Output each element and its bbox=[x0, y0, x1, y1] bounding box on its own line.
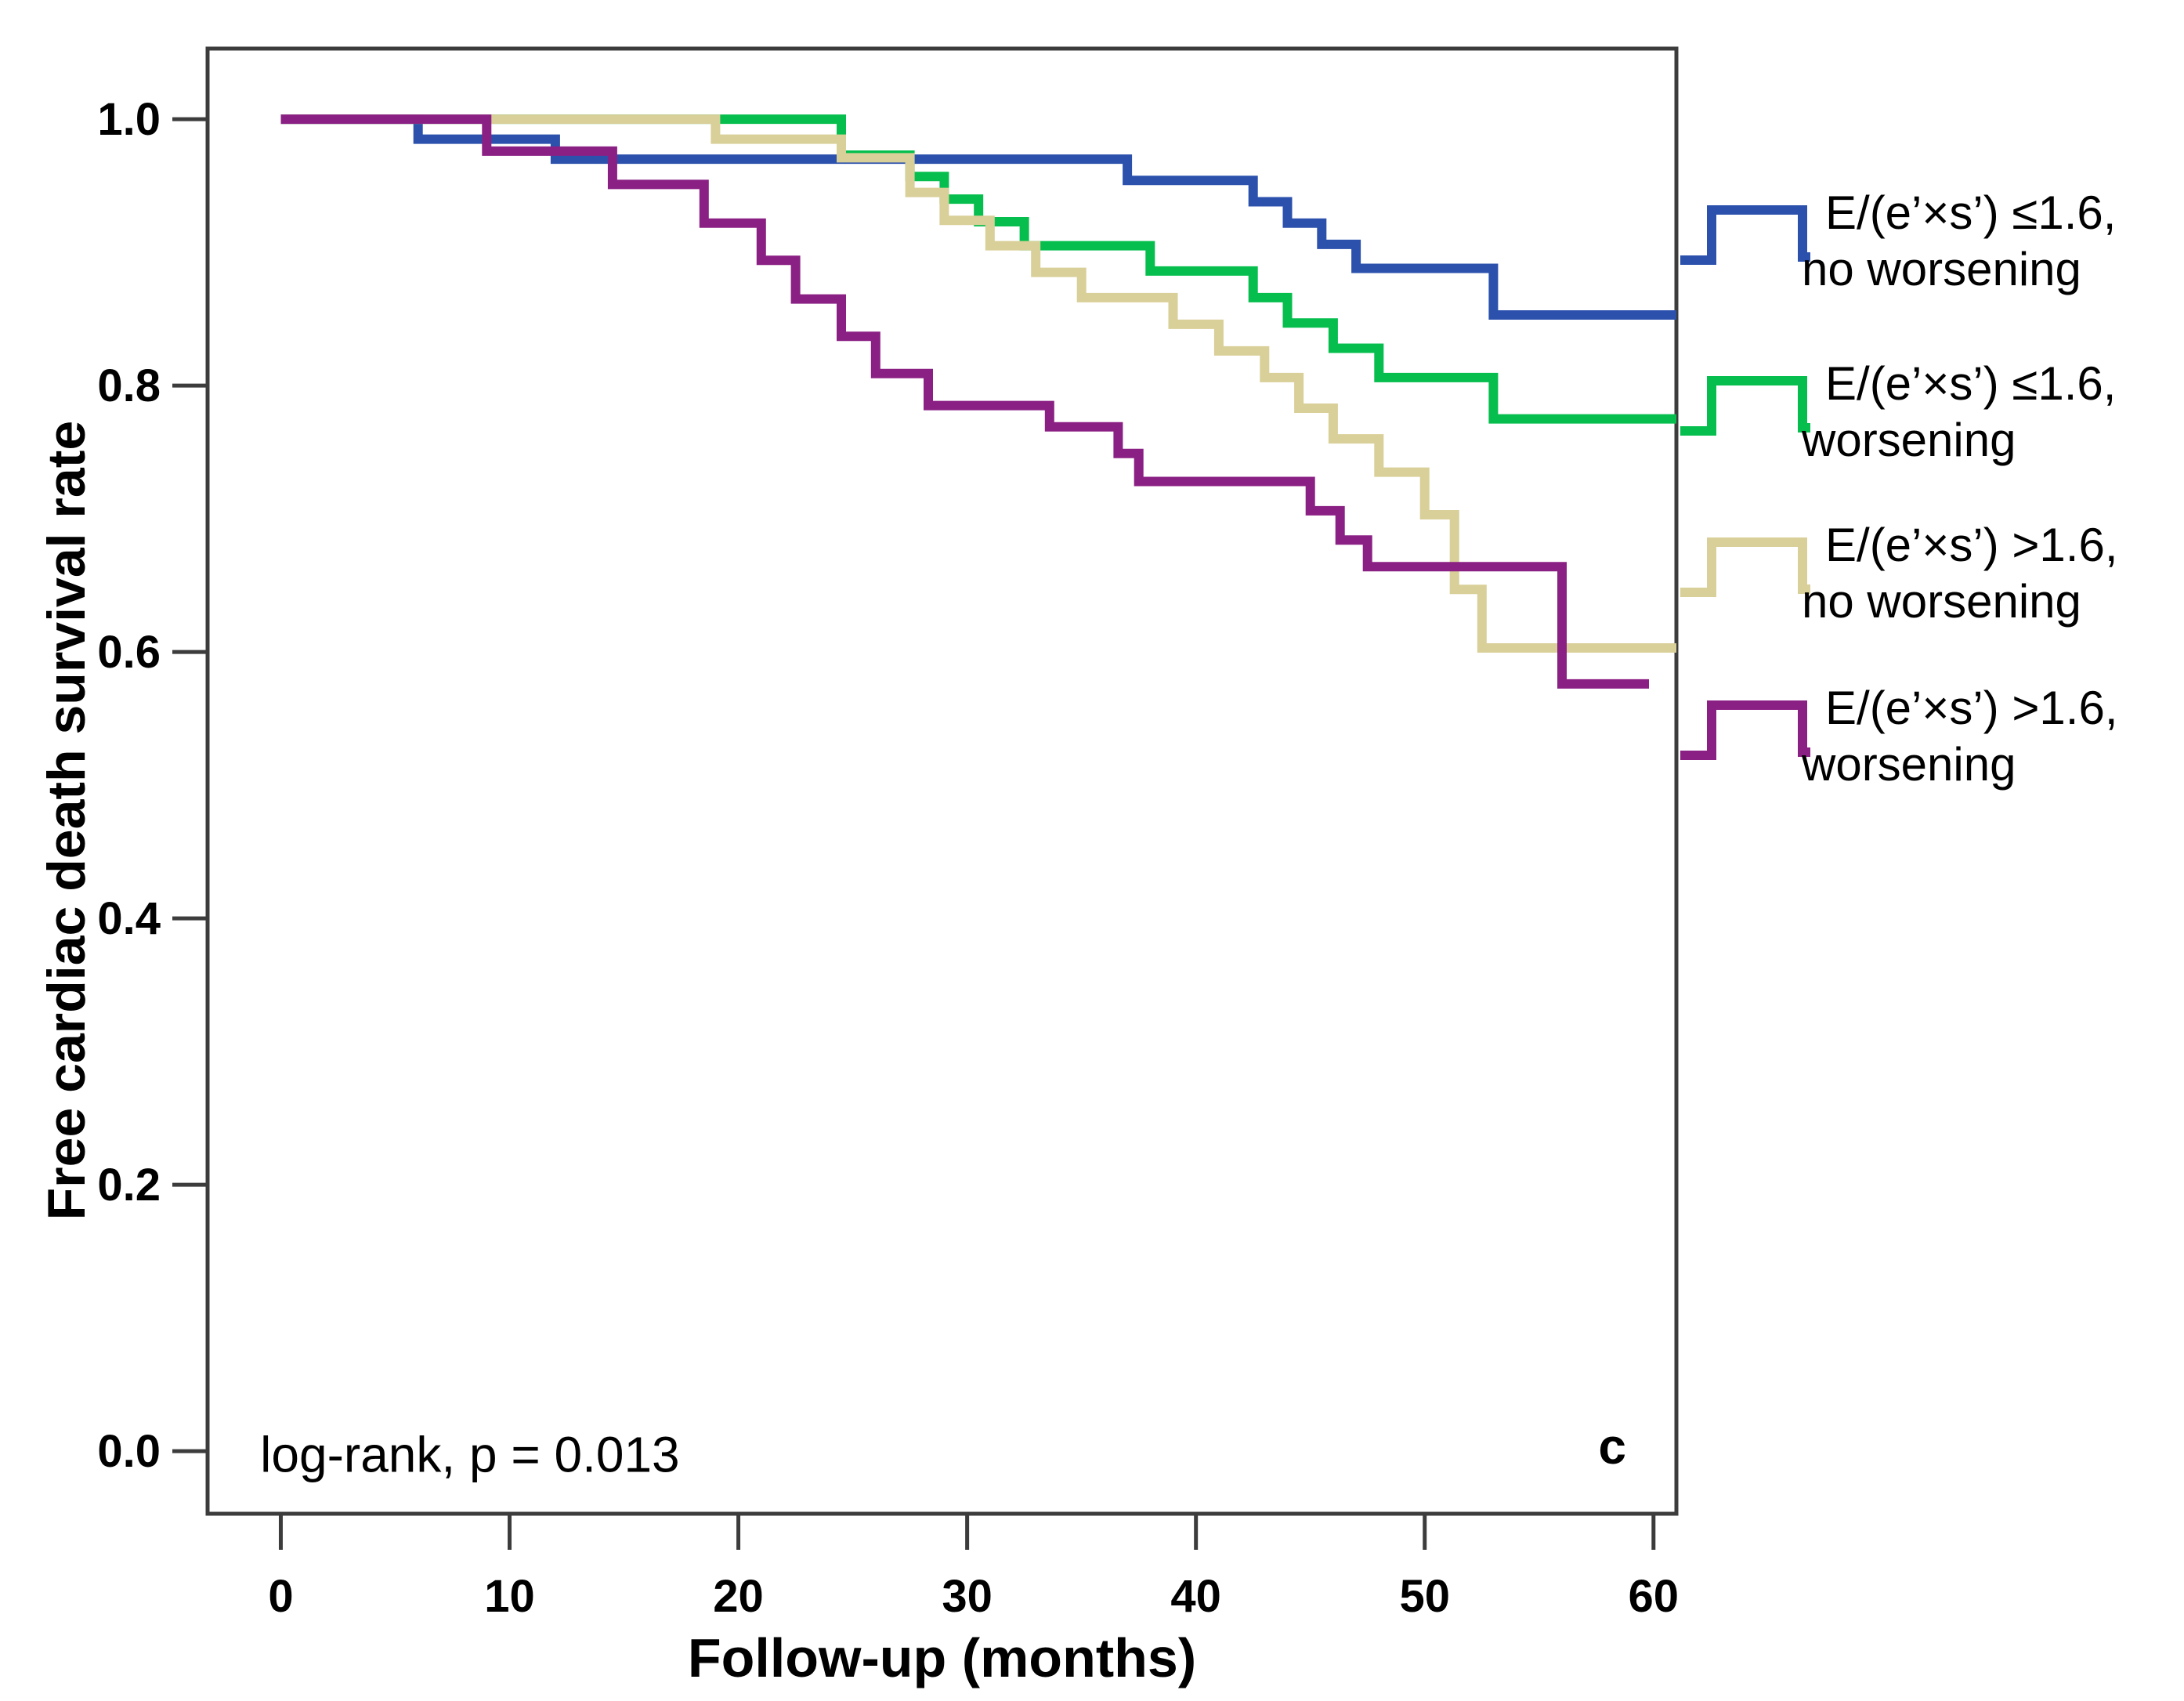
plot-border bbox=[205, 46, 1679, 1516]
x-tick-label: 50 bbox=[1399, 1571, 1450, 1622]
y-tick-label: 0.8 bbox=[97, 360, 161, 411]
legend-key-le16-worsening bbox=[1680, 376, 1810, 436]
km-curve-le16-no-worsening bbox=[280, 114, 1676, 320]
legend-label-line2-gt16-worsening: worsening bbox=[1801, 738, 2016, 791]
y-tick-label: 0.2 bbox=[97, 1160, 161, 1211]
y-tick-label: 0.0 bbox=[97, 1426, 161, 1477]
panel-label: c bbox=[1598, 1418, 1626, 1475]
log-rank-annotation: log-rank, p = 0.013 bbox=[260, 1426, 679, 1482]
km-curve-gt16-no-worsening bbox=[280, 114, 1676, 653]
x-tick-label: 20 bbox=[713, 1571, 764, 1622]
y-tick-label: 0.6 bbox=[97, 627, 161, 678]
x-tick-label: 0 bbox=[268, 1571, 293, 1622]
legend-label-line2-le16-no-worsening: no worsening bbox=[1802, 243, 2081, 295]
legend-key-gt16-no-worsening bbox=[1680, 537, 1810, 597]
y-tick-label: 1.0 bbox=[97, 94, 161, 145]
legend-key-gt16-worsening bbox=[1680, 700, 1810, 760]
x-tick-label: 60 bbox=[1629, 1571, 1680, 1622]
y-tick-label: 0.4 bbox=[97, 893, 161, 944]
legend-label-line2-le16-worsening: worsening bbox=[1801, 414, 2016, 466]
legend-key-le16-no-worsening bbox=[1680, 205, 1810, 265]
x-tick-label: 10 bbox=[484, 1571, 535, 1622]
legend-label-line2-gt16-no-worsening: no worsening bbox=[1802, 575, 2081, 628]
x-tick-label: 40 bbox=[1170, 1571, 1221, 1622]
y-axis-title: Free cardiac death survival rate bbox=[37, 421, 96, 1221]
legend-label-line1-le16-no-worsening: E/(e’×s’) ≤1.6, bbox=[1825, 186, 2116, 239]
x-tick-label: 30 bbox=[942, 1571, 993, 1622]
x-axis-title: Follow-up (months) bbox=[688, 1627, 1196, 1688]
legend-label-line1-gt16-worsening: E/(e’×s’) >1.6, bbox=[1825, 682, 2118, 734]
legend-label-line1-le16-worsening: E/(e’×s’) ≤1.6, bbox=[1825, 357, 2116, 410]
km-curve-gt16-worsening bbox=[280, 114, 1649, 689]
legend-label-line1-gt16-no-worsening: E/(e’×s’) >1.6, bbox=[1825, 519, 2118, 571]
